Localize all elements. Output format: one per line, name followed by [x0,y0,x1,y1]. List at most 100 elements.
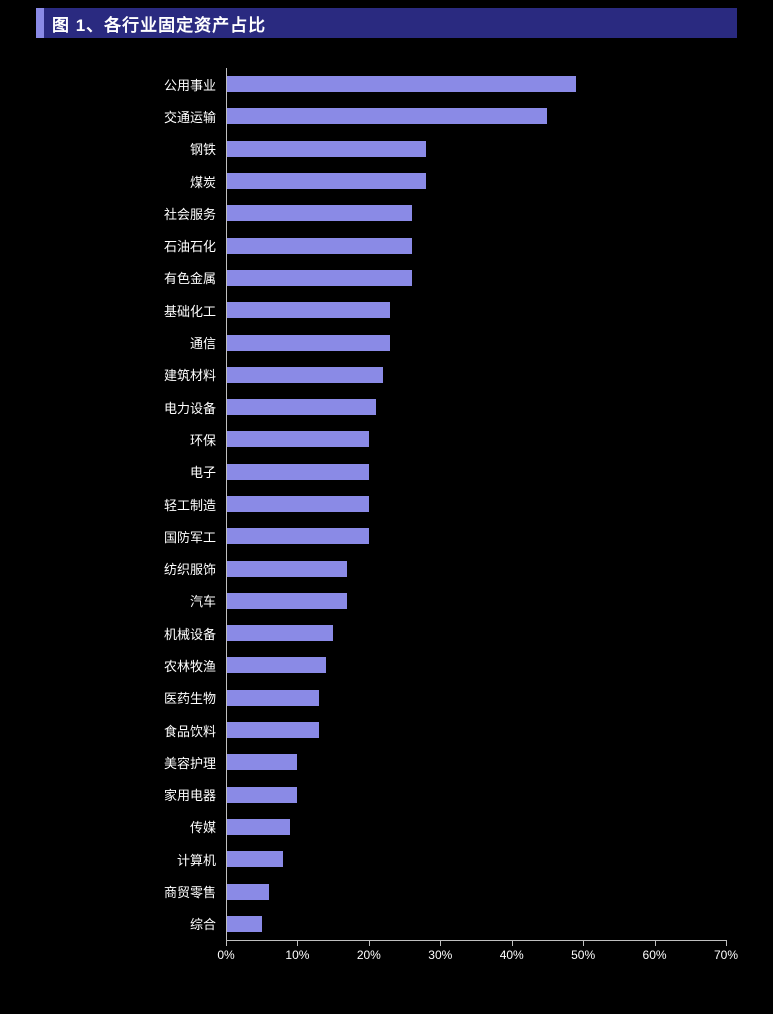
bar [226,173,426,189]
x-tick-mark [655,940,656,946]
bar-track [226,585,737,617]
bar-label: 汽车 [36,591,226,610]
bar-row: 传媒 [36,811,737,843]
bar-label: 公用事业 [36,75,226,94]
bar [226,367,383,383]
bar-label: 环保 [36,430,226,449]
bar-row: 基础化工 [36,294,737,326]
bar-track [226,456,737,488]
x-tick-label: 60% [637,948,673,962]
bar-row: 电力设备 [36,391,737,423]
bar-row: 食品饮料 [36,714,737,746]
bar-row: 煤炭 [36,165,737,197]
bar [226,690,319,706]
bar [226,399,376,415]
bar-row: 美容护理 [36,746,737,778]
bar-label: 综合 [36,914,226,933]
bar-row: 建筑材料 [36,359,737,391]
bar-track [226,875,737,907]
bar-track [226,133,737,165]
bar-row: 机械设备 [36,617,737,649]
bar-track [226,423,737,455]
bar-row: 综合 [36,908,737,940]
bar [226,496,369,512]
x-tick-label: 50% [565,948,601,962]
x-tick-mark [226,940,227,946]
bar [226,270,412,286]
bar-track [226,746,737,778]
bar [226,76,576,92]
title-accent [36,8,44,38]
bar [226,593,347,609]
x-tick-label: 40% [494,948,530,962]
bar-row: 环保 [36,423,737,455]
chart-area: 公用事业交通运输钢铁煤炭社会服务石油石化有色金属基础化工通信建筑材料电力设备环保… [36,68,737,970]
bar-label: 电子 [36,462,226,481]
bar-label: 电力设备 [36,398,226,417]
bar-track [226,811,737,843]
bar-label: 食品饮料 [36,721,226,740]
bar [226,528,369,544]
x-axis-baseline [226,940,726,941]
bar-row: 有色金属 [36,262,737,294]
bar-label: 传媒 [36,817,226,836]
bar-label: 国防军工 [36,527,226,546]
bar-row: 医药生物 [36,682,737,714]
x-tick-mark [726,940,727,946]
bar-label: 农林牧渔 [36,656,226,675]
bar [226,657,326,673]
bar-track [226,100,737,132]
page-root: { "title": "图 1、各行业固定资产占比", "title_band"… [0,8,773,1014]
bar-row: 农林牧渔 [36,649,737,681]
bar-track [226,682,737,714]
bar [226,561,347,577]
x-tick-label: 10% [279,948,315,962]
x-tick-label: 20% [351,948,387,962]
bar-label: 煤炭 [36,172,226,191]
figure-title: 图 1、各行业固定资产占比 [44,8,737,38]
bar-row: 钢铁 [36,133,737,165]
bar-track [226,908,737,940]
bar-track [226,843,737,875]
bar [226,916,262,932]
bar-label: 有色金属 [36,268,226,287]
bar-track [226,359,737,391]
x-tick-mark [297,940,298,946]
bar-row: 汽车 [36,585,737,617]
bar-label: 美容护理 [36,753,226,772]
bar [226,108,547,124]
bar-label: 石油石化 [36,236,226,255]
bar [226,819,290,835]
bar-label: 建筑材料 [36,365,226,384]
bar-row: 商贸零售 [36,875,737,907]
x-tick-mark [440,940,441,946]
bar-track [226,262,737,294]
bar-track [226,229,737,261]
bar-row: 石油石化 [36,229,737,261]
bar [226,335,390,351]
bar-track [226,552,737,584]
y-axis-line [226,68,227,940]
bar [226,787,297,803]
bar-label: 家用电器 [36,785,226,804]
bars-container: 公用事业交通运输钢铁煤炭社会服务石油石化有色金属基础化工通信建筑材料电力设备环保… [36,68,737,940]
bar-row: 电子 [36,456,737,488]
x-tick-mark [583,940,584,946]
bar-track [226,391,737,423]
bar-label: 纺织服饰 [36,559,226,578]
bar [226,238,412,254]
bar [226,205,412,221]
bar [226,625,333,641]
bar [226,302,390,318]
bar-track [226,488,737,520]
bar [226,884,269,900]
bar-row: 社会服务 [36,197,737,229]
bar-row: 轻工制造 [36,488,737,520]
bar-row: 通信 [36,326,737,358]
bar-row: 公用事业 [36,68,737,100]
bar-track [226,779,737,811]
bar-track [226,165,737,197]
bar-track [226,68,737,100]
bar-row: 计算机 [36,843,737,875]
bar-label: 交通运输 [36,107,226,126]
